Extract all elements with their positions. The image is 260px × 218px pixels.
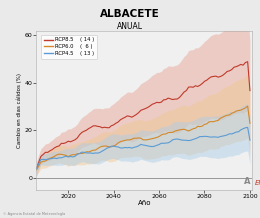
- Text: ANUAL: ANUAL: [117, 22, 143, 31]
- Legend: RCP8.5    ( 14 ), RCP6.0    (  6 ), RCP4.5    ( 13 ): RCP8.5 ( 14 ), RCP6.0 ( 6 ), RCP4.5 ( 13…: [41, 35, 97, 59]
- X-axis label: Año: Año: [138, 200, 151, 206]
- Y-axis label: Cambio en dias cálidos (%): Cambio en dias cálidos (%): [16, 73, 22, 148]
- Text: ALBACETE: ALBACETE: [100, 9, 160, 19]
- Text: © Agencia Estatal de Meteorología: © Agencia Estatal de Meteorología: [3, 212, 65, 216]
- Text: A: A: [244, 177, 250, 186]
- Text: EMet: EMet: [254, 181, 260, 186]
